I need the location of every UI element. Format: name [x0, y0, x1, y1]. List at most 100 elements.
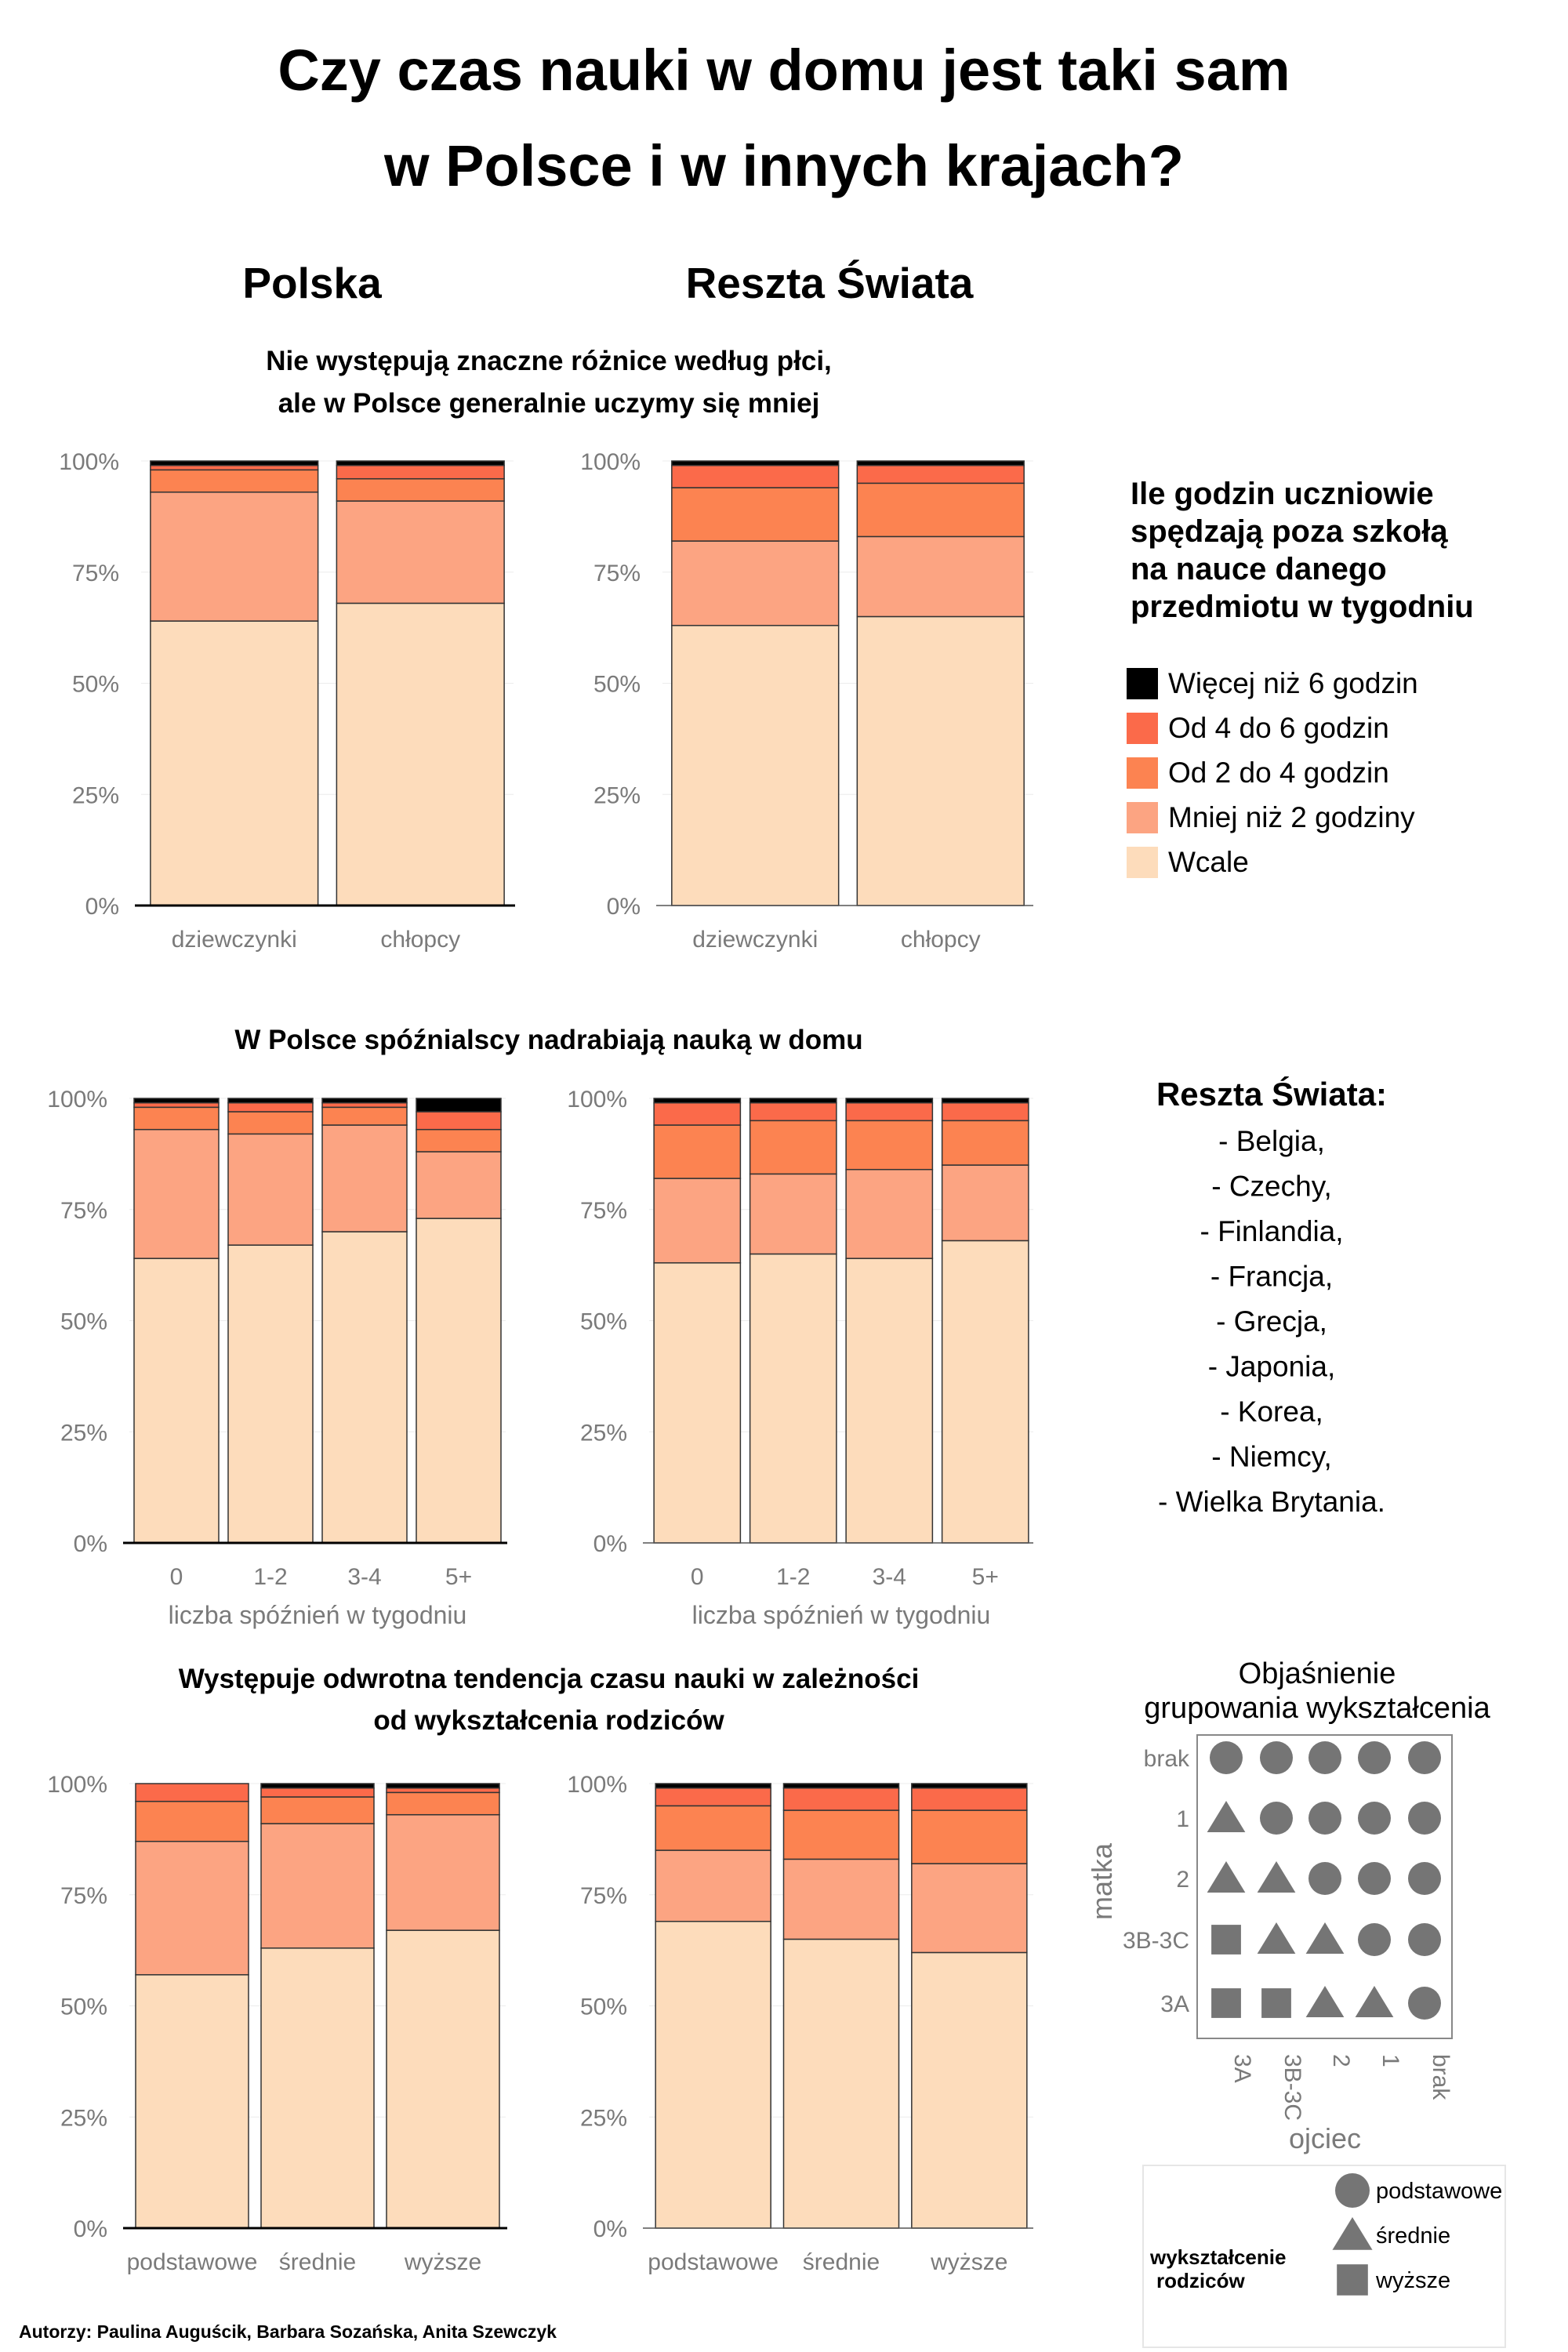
ojciec-tick-label: 2: [1328, 2054, 1354, 2067]
country-item: - Grecja,: [1216, 1305, 1327, 1338]
bar-segment: [671, 487, 840, 542]
bar-segment: [653, 1098, 742, 1104]
bar-segment: [386, 1791, 500, 1816]
y-tick-label: 100%: [567, 1772, 627, 1798]
bar-segment: [416, 1218, 502, 1544]
y-tick-label: 50%: [593, 672, 641, 698]
column-heading-reszta-swiata: Reszta Świata: [686, 259, 974, 307]
grouping-marker-circle: [1358, 1923, 1391, 1956]
y-tick-label: 50%: [580, 1309, 627, 1335]
x-axis-label: liczba spóźnień w tygodniu: [692, 1601, 991, 1629]
legend-label: Wcale: [1168, 846, 1249, 878]
bar-segment: [321, 1231, 408, 1544]
x-tick-label: 0: [170, 1564, 183, 1590]
country-item: - Niemcy,: [1211, 1441, 1331, 1473]
main-title-line2: w Polsce i w innych krajach?: [383, 133, 1184, 198]
bar-segment: [227, 1111, 314, 1135]
grouping-marker-circle: [1260, 1741, 1293, 1774]
country-item: - Czechy,: [1211, 1171, 1332, 1203]
x-tick-label: 3-4: [873, 1564, 906, 1590]
grouping-marker-circle: [1210, 1741, 1243, 1774]
bar-segment: [321, 1102, 408, 1109]
grouping-legend-label: wyższe: [1375, 2268, 1450, 2293]
chart-reszta-swiata-section-3: 0% 25% 50% 75% 100% podstawowe średnie wyższe: [567, 1772, 1033, 2275]
matka-axis-label: matka: [1086, 1842, 1118, 1920]
y-tick-label: 50%: [580, 1994, 627, 2020]
bar-segment: [653, 1262, 742, 1544]
legend-swatch: [1127, 847, 1158, 878]
bar-segment: [150, 464, 319, 471]
y-tick-label: 25%: [60, 1420, 107, 1446]
bar-segment: [845, 1102, 934, 1122]
bar-segment: [911, 1863, 1028, 1954]
x-tick-label: chłopcy: [901, 927, 981, 953]
y-tick-label: 75%: [72, 561, 119, 586]
grouping-legend-title-line-1: wykształcenie: [1149, 2245, 1286, 2269]
bar-segment: [653, 1178, 742, 1264]
grouping-legend-label: podstawowe: [1376, 2179, 1502, 2204]
legend-swatch: [1127, 802, 1158, 833]
chart-polska-section-1: 0% 25% 50% 75% 100% dziewczynki chłopcy: [59, 449, 515, 953]
matka-tick-label: brak: [1144, 1746, 1190, 1772]
bar-segment: [941, 1102, 1029, 1122]
grouping-legend-title-line-2: rodziców: [1156, 2269, 1245, 2292]
x-tick-label: wyższe: [404, 2249, 481, 2275]
y-tick-label: 25%: [593, 782, 641, 808]
bar-segment: [653, 1102, 742, 1126]
bar-segment: [941, 1098, 1029, 1104]
bar-segment: [150, 469, 319, 493]
matka-tick-label: 1: [1176, 1806, 1189, 1832]
country-item: - Francja,: [1210, 1261, 1333, 1293]
y-tick-label: 100%: [59, 449, 119, 475]
legend-label: Więcej niż 6 godzin: [1168, 667, 1418, 699]
x-tick-label: średnie: [803, 2249, 880, 2275]
section-3-title-line-1: Występuje odwrotna tendencja czasu nauki…: [179, 1664, 920, 1694]
bar-segment: [135, 1783, 249, 1802]
x-tick-label: podstawowe: [127, 2249, 258, 2275]
bar-segment: [749, 1098, 837, 1104]
grouping-marker-circle: [1260, 1802, 1293, 1835]
y-tick-label: 0%: [85, 894, 119, 920]
bar-segment: [227, 1102, 314, 1112]
x-tick-label: dziewczynki: [172, 927, 297, 953]
grouping-marker-triangle: [1305, 1986, 1345, 2017]
bar-segment: [655, 1849, 771, 1922]
bar-segment: [749, 1120, 837, 1175]
section-1-title-line-1: Nie występują znaczne różnice według płc…: [266, 346, 832, 376]
grouping-marker-square: [1211, 1988, 1241, 2018]
bar-segment: [941, 1240, 1029, 1544]
country-item: - Belgia,: [1218, 1125, 1325, 1157]
bar-segment: [386, 1929, 500, 2229]
ojciec-tick-label: 3A: [1229, 2054, 1255, 2083]
y-tick-label: 0%: [74, 2216, 107, 2242]
bar-segment: [227, 1133, 314, 1246]
x-tick-label: 3-4: [347, 1564, 381, 1590]
y-tick-label: 75%: [60, 1883, 107, 1909]
bar-segment: [133, 1128, 220, 1259]
y-tick-label: 75%: [60, 1198, 107, 1224]
bar-segment: [135, 1974, 249, 2229]
y-tick-label: 0%: [607, 894, 641, 920]
bar-segment: [845, 1168, 934, 1259]
bar-segment: [135, 1840, 249, 1976]
bar-segment: [911, 1783, 1028, 1789]
legend-label: Od 2 do 4 godzin: [1168, 757, 1389, 789]
x-tick-label: 1-2: [776, 1564, 810, 1590]
bar-segment: [671, 460, 840, 466]
grouping-marker-triangle: [1305, 1922, 1345, 1954]
bar-segment: [653, 1124, 742, 1179]
grouping-marker-circle: [1308, 1741, 1341, 1774]
bar-segment: [260, 1823, 375, 1949]
bar-segment: [260, 1947, 375, 2229]
grouping-marker-circle: [1358, 1741, 1391, 1774]
bar-segment: [135, 1800, 249, 1842]
bar-segment: [336, 500, 505, 604]
bar-segment: [416, 1128, 502, 1152]
legend-title-line-2: spędzają poza szkołą: [1131, 514, 1448, 549]
x-tick-label: 5+: [972, 1564, 999, 1590]
grouping-marker-triangle: [1207, 1801, 1246, 1832]
legend-swatch: [1127, 713, 1158, 744]
bar-segment: [336, 464, 505, 480]
bar-segment: [150, 491, 319, 622]
